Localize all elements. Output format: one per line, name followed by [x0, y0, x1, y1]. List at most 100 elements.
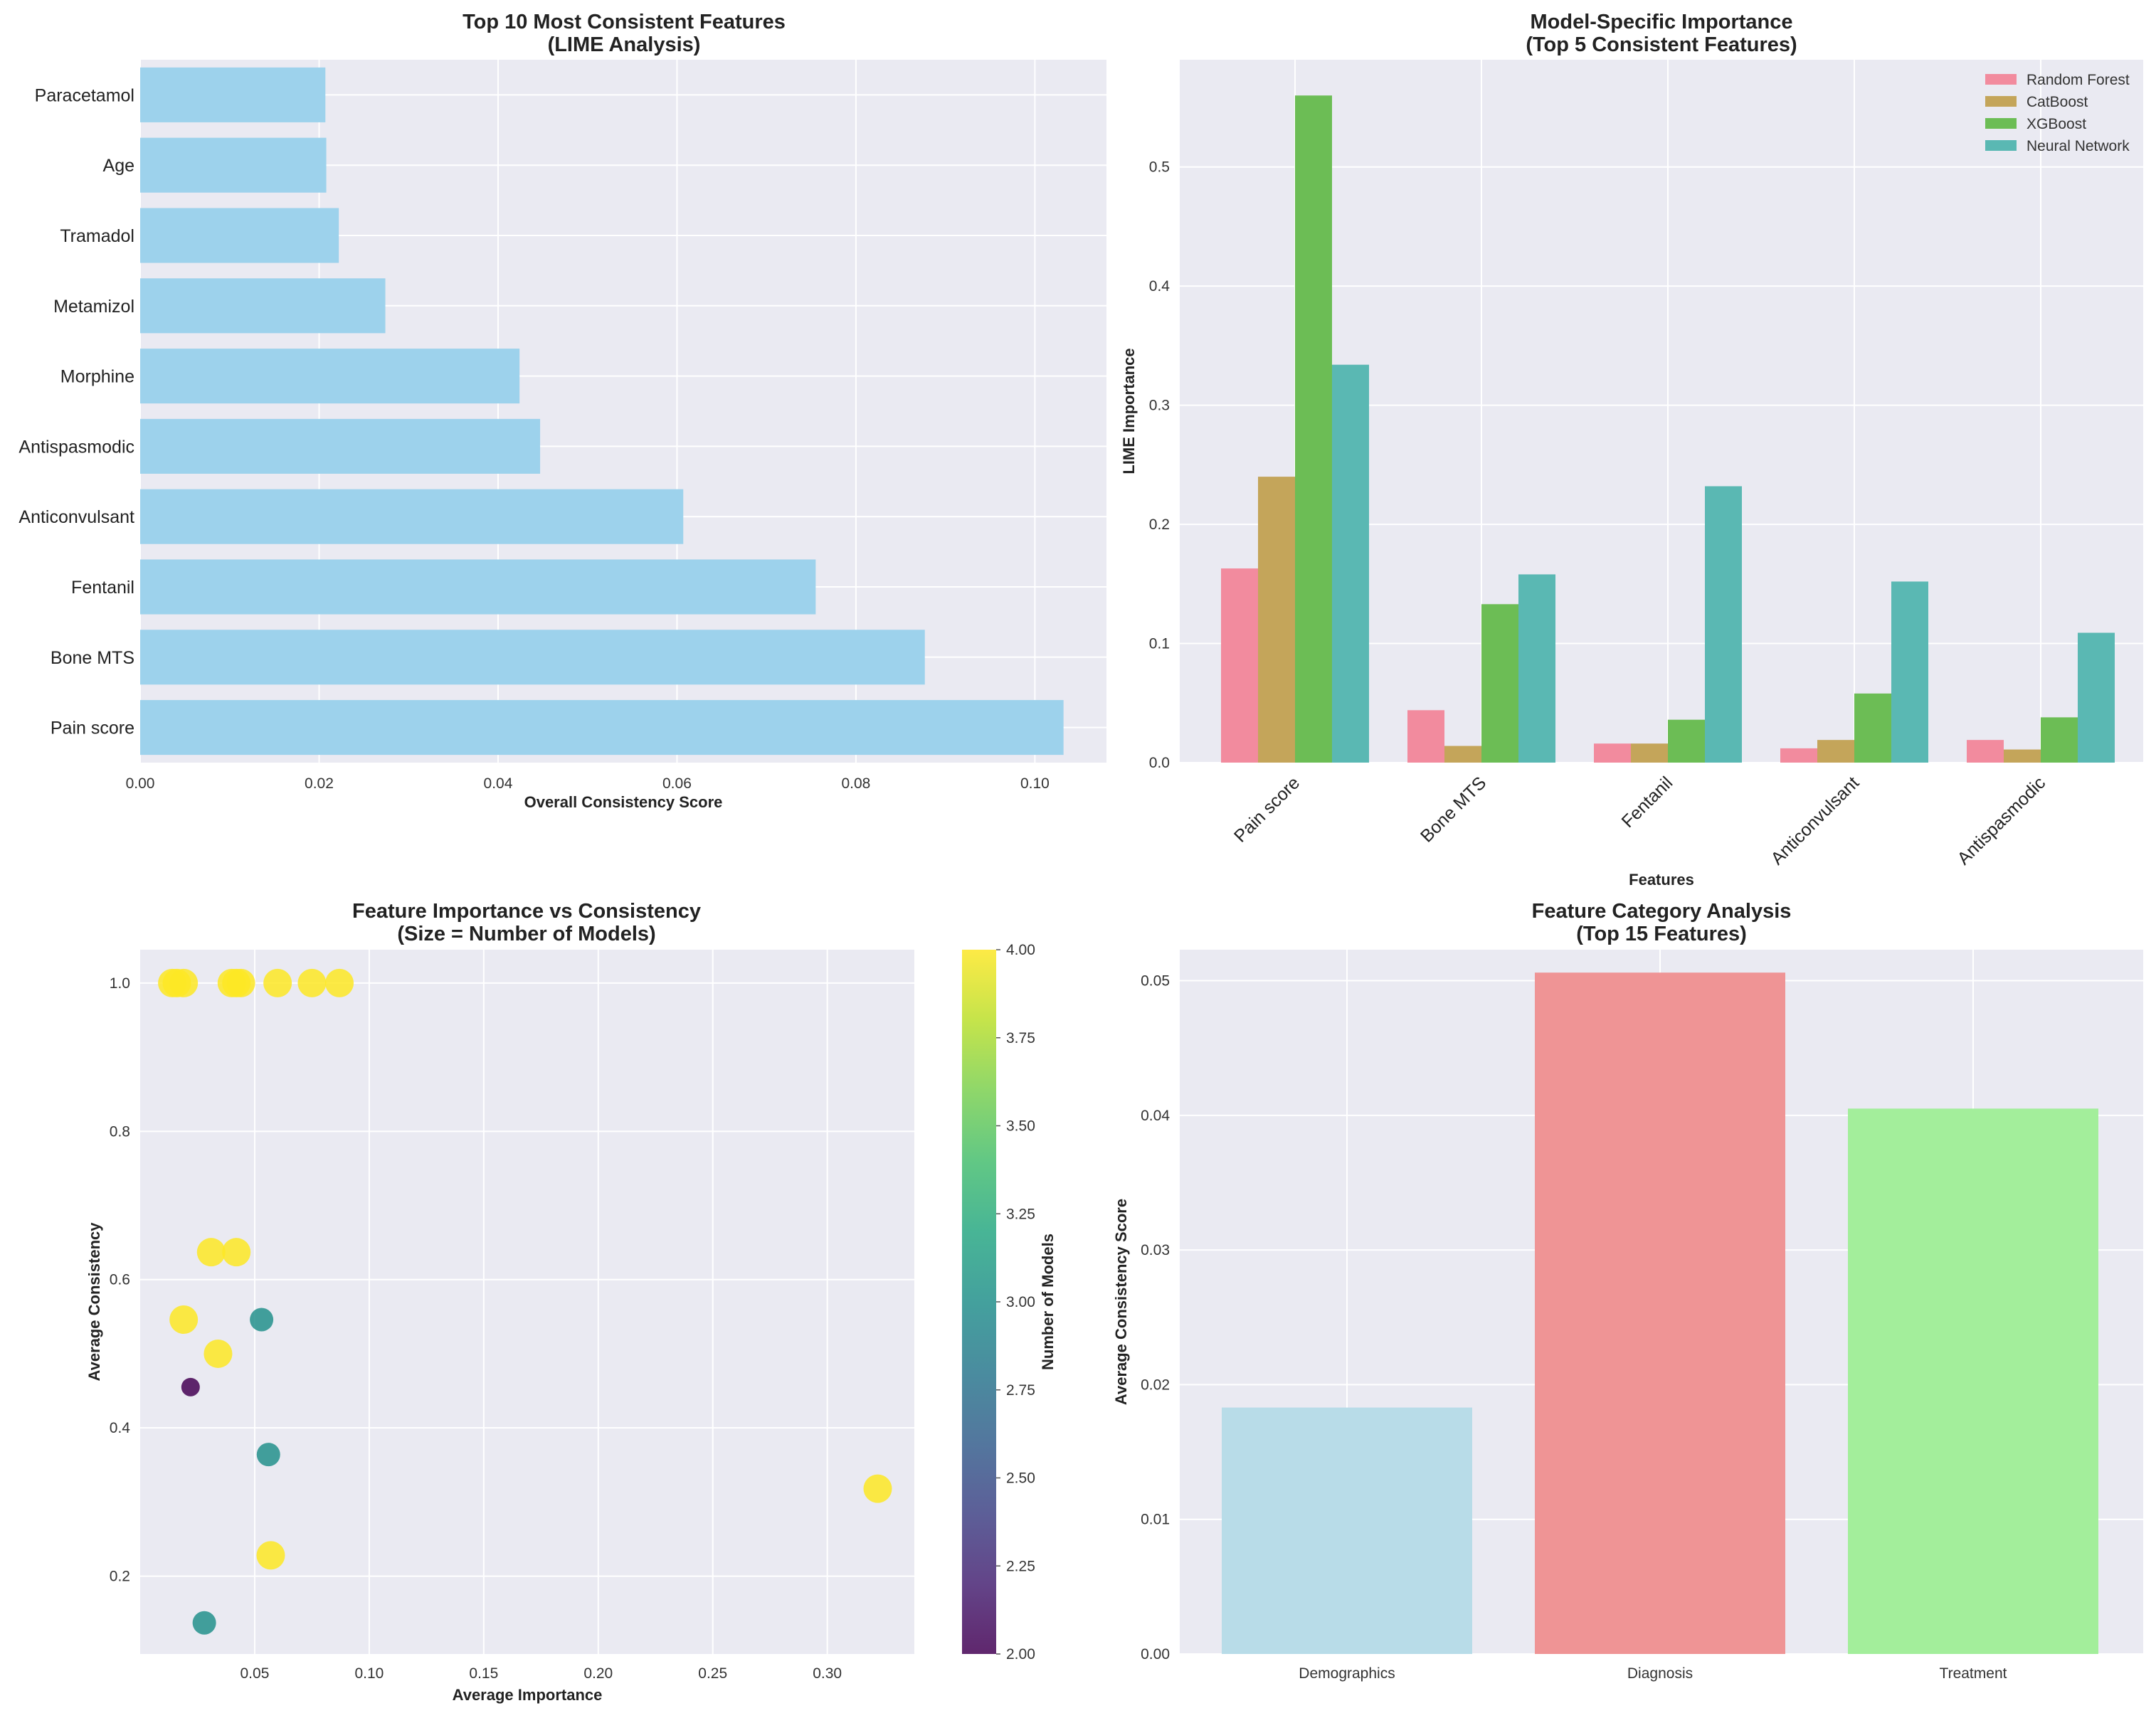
- bar-paracetamol: [140, 67, 326, 122]
- plot-4-ytick-label: 0.01: [1141, 1512, 1170, 1528]
- bar-pain-score: [140, 700, 1064, 755]
- bar-bone-mts: [140, 630, 925, 685]
- bar-catboost-anticonvulsant: [1817, 740, 1854, 763]
- plot-1-xtick-label: 0.04: [484, 775, 513, 792]
- plot-1-title-line-2: (LIME Analysis): [548, 33, 701, 56]
- plot-4-title-line-2: (Top 15 Features): [1576, 923, 1747, 945]
- plot-2-category-label: Bone MTS: [1417, 773, 1490, 846]
- plot-2-category-label: Antispasmodic: [1953, 773, 2049, 869]
- legend-label: CatBoost: [2026, 94, 2088, 110]
- scatter-point: [192, 1611, 216, 1635]
- scatter-point: [297, 968, 327, 997]
- scatter-point: [181, 1377, 200, 1396]
- plot-1-category-label: Pain score: [51, 719, 134, 738]
- bar-random-forest-pain-score: [1221, 568, 1258, 763]
- plot-4-ytick-label: 0.02: [1141, 1377, 1170, 1393]
- plot-3-xtick-label: 0.15: [469, 1665, 498, 1682]
- colorbar-tick-label: 3.50: [1006, 1118, 1035, 1135]
- scatter-point: [169, 968, 199, 997]
- plot-1-xtick-label: 0.08: [841, 775, 870, 792]
- plot-1-title-line-1: Top 10 Most Consistent Features: [463, 11, 786, 33]
- plot-2-ytick-label: 0.5: [1149, 159, 1170, 176]
- bar-neural-network-bone-mts: [1518, 574, 1555, 763]
- scatter-point: [256, 1443, 280, 1467]
- colorbar-tick-label: 3.25: [1006, 1206, 1035, 1222]
- plot-4-title-line-1: Feature Category Analysis: [1532, 900, 1792, 923]
- bar-xgboost-antispasmodic: [2041, 717, 2078, 763]
- colorbar-tick-label: 2.00: [1006, 1646, 1035, 1663]
- legend-label: XGBoost: [2026, 116, 2086, 132]
- plot-3-title-line-1: Feature Importance vs Consistency: [352, 900, 701, 923]
- scatter-point: [222, 1238, 251, 1267]
- bar-neural-network-fentanil: [1705, 486, 1742, 763]
- plot-3-xtick-label: 0.20: [583, 1665, 613, 1682]
- bar-xgboost-bone-mts: [1481, 604, 1518, 763]
- plot-4-ylabel: Average Consistency Score: [1112, 1199, 1130, 1405]
- bar-tramadol: [140, 208, 339, 263]
- plot-1-category-label: Tramadol: [60, 226, 134, 246]
- bar-neural-network-pain-score: [1332, 364, 1369, 763]
- bar-catboost-bone-mts: [1444, 746, 1481, 763]
- plot-1-xtick-label: 0.00: [126, 775, 155, 792]
- panel-2-model-importance-chart: 0.0 0.1 0.2 0.3 0.4 0.5 Pain score Bone MTS Fent…: [1120, 60, 2143, 889]
- bar-morphine: [140, 349, 520, 404]
- colorbar-tick-label: 3.75: [1006, 1030, 1035, 1046]
- plot-3-ytick-label: 0.8: [110, 1123, 130, 1140]
- plot-1-category-label: Antispasmodic: [19, 437, 134, 457]
- scatter-point: [263, 968, 292, 997]
- plot-2-category-label: Fentanil: [1618, 773, 1677, 832]
- plot-2-category-label: Pain score: [1230, 773, 1304, 846]
- plot-3-xtick-label: 0.30: [813, 1665, 842, 1682]
- panel-4-category-chart: 0.00 0.01 0.02 0.03 0.04 0.05 Demographics Diag…: [1112, 950, 2143, 1682]
- plot-2-legend: Random Forest CatBoost XGBoost Neural Netwo…: [1985, 72, 2130, 154]
- plot-3-background: [140, 950, 914, 1654]
- legend-swatch-neural-network: [1985, 140, 2017, 151]
- plot-1-category-label: Anticonvulsant: [19, 507, 134, 527]
- plot-2-title-line-1: Model-Specific Importance: [1530, 11, 1792, 33]
- plot-4-category-label: Diagnosis: [1627, 1665, 1693, 1682]
- scatter-point: [196, 1238, 226, 1267]
- bar-xgboost-pain-score: [1295, 95, 1332, 763]
- bar-anticonvulsant: [140, 489, 684, 544]
- scatter-point: [250, 1308, 274, 1332]
- colorbar: [962, 950, 996, 1654]
- colorbar-tick-label: 3.00: [1006, 1294, 1035, 1310]
- bar-catboost-antispasmodic: [2004, 749, 2041, 763]
- bar-catboost-fentanil: [1631, 743, 1668, 763]
- plot-3-title-line-2: (Size = Number of Models): [397, 923, 655, 945]
- plot-3-ytick-label: 1.0: [110, 975, 130, 992]
- legend-label: Random Forest: [2026, 72, 2130, 88]
- panel-3-scatter-chart: 0.05 0.10 0.15 0.20 0.25 0.30 0.2 0.4 0.6 0.8 1.0 A…: [85, 942, 1057, 1704]
- legend-label: Neural Network: [2026, 138, 2130, 154]
- plot-1-category-label: Morphine: [60, 367, 134, 387]
- bar-antispasmodic: [140, 418, 541, 474]
- bar-random-forest-fentanil: [1594, 743, 1631, 763]
- plot-1-xtick-label: 0.10: [1020, 775, 1050, 792]
- plot-3-ylabel: Average Consistency: [85, 1222, 103, 1382]
- bar-demographics: [1222, 1407, 1472, 1654]
- plot-3-xtick-label: 0.05: [241, 1665, 270, 1682]
- plot-1-category-label: Paracetamol: [35, 85, 134, 105]
- plot-1-category-label: Fentanil: [71, 578, 134, 598]
- plot-1-xtick-label: 0.06: [662, 775, 692, 792]
- colorbar-tick-label: 2.50: [1006, 1470, 1035, 1487]
- bar-metamizol: [140, 278, 386, 334]
- plot-4-ytick-label: 0.00: [1141, 1646, 1170, 1663]
- legend-swatch-random-forest: [1985, 74, 2017, 85]
- plot-2-xlabel: Features: [1629, 871, 1694, 889]
- plot-3-xtick-label: 0.10: [354, 1665, 384, 1682]
- plot-3-xtick-label: 0.25: [698, 1665, 727, 1682]
- bar-catboost-pain-score: [1258, 477, 1295, 763]
- bar-xgboost-fentanil: [1668, 719, 1705, 763]
- plot-1-xtick-label: 0.02: [305, 775, 334, 792]
- colorbar-label: Number of Models: [1039, 1234, 1057, 1370]
- bar-treatment: [1848, 1108, 2098, 1654]
- bar-random-forest-bone-mts: [1407, 710, 1444, 763]
- plot-4-category-label: Treatment: [1940, 1665, 2007, 1682]
- scatter-point: [226, 968, 255, 997]
- plot-3-ytick-label: 0.2: [110, 1569, 130, 1585]
- bar-random-forest-antispasmodic: [1967, 740, 2004, 763]
- legend-swatch-xgboost: [1985, 118, 2017, 129]
- scatter-point: [256, 1541, 285, 1570]
